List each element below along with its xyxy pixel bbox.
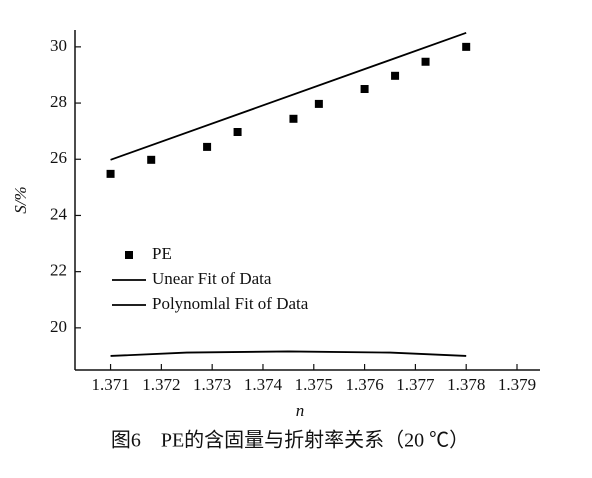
point [314, 99, 323, 108]
x-tick-label: 1.376 [345, 375, 383, 394]
x-tick-label: 1.372 [142, 375, 180, 394]
x-tick-label: 1.379 [498, 375, 536, 394]
legend-label: Unear Fit of Data [152, 269, 272, 288]
y-tick-label: 20 [50, 317, 67, 336]
fit-line [110, 31, 467, 161]
point [233, 128, 242, 136]
x-tick-label: 1.378 [447, 375, 485, 394]
y-tick-label: 26 [50, 148, 67, 167]
point [106, 169, 115, 178]
point [289, 114, 298, 123]
y-axis-label: S/% [11, 186, 30, 213]
y-tick-label: 30 [50, 36, 67, 55]
point [421, 57, 430, 66]
point [203, 142, 212, 151]
point [360, 85, 369, 94]
legend-label: PE [152, 244, 172, 263]
x-tick-label: 1.374 [244, 375, 283, 394]
point [147, 155, 156, 164]
x-tick-label: 1.377 [396, 375, 435, 394]
y-tick-label: 28 [50, 92, 67, 111]
point [462, 42, 471, 51]
point [391, 71, 400, 80]
legend-marker [125, 251, 133, 259]
x-tick-label: 1.371 [91, 375, 129, 394]
x-tick-label: 1.373 [193, 375, 231, 394]
caption: 图6 PE的含固量与折射率关系（20 ℃） [111, 429, 469, 452]
y-tick-label: 22 [50, 261, 67, 280]
x-axis-label: n [296, 401, 305, 420]
legend-label: Polynomlal Fit of Data [152, 294, 309, 313]
x-tick-label: 1.375 [295, 375, 333, 394]
fit-line [110, 350, 467, 357]
y-tick-label: 24 [50, 204, 68, 223]
